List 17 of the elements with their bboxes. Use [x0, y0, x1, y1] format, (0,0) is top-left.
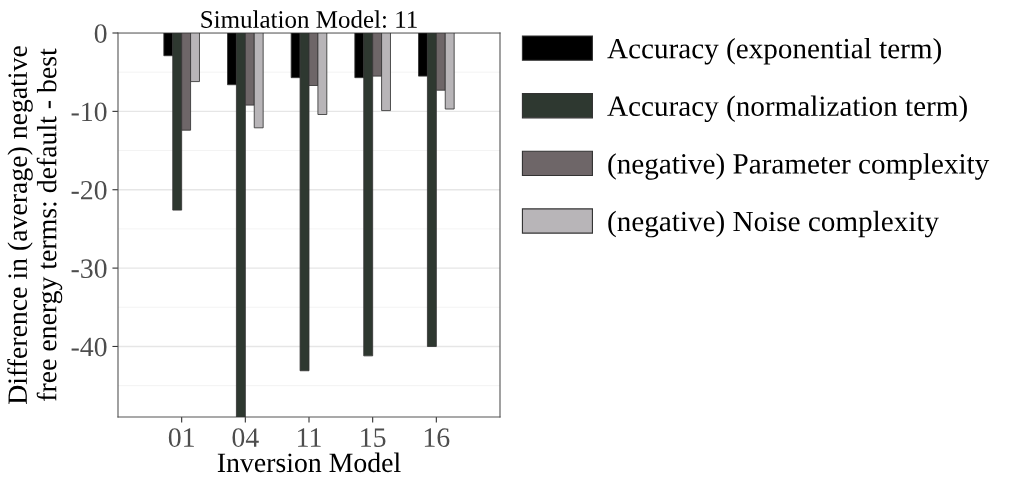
- y-tick-label: -40: [71, 337, 107, 357]
- x-tick-label: 16: [424, 428, 450, 447]
- legend-label: (negative) Parameter complexity: [608, 153, 990, 180]
- y-tick-label: -10: [71, 102, 107, 122]
- x-tick-label: 01: [168, 428, 194, 447]
- y-tick-label: 0: [94, 24, 107, 43]
- x-axis-title: Inversion Model: [217, 452, 401, 473]
- legend-label: (negative) Noise complexity: [608, 210, 939, 238]
- legend-label: Accuracy (normalization term): [607, 95, 967, 123]
- x-tick-label: 04: [232, 428, 259, 447]
- legend-label: Accuracy (exponential term): [607, 37, 941, 65]
- x-tick-label: 15: [361, 428, 386, 447]
- y-tick-label: -30: [71, 259, 107, 279]
- x-tick-label: 11: [298, 428, 321, 447]
- y-axis-title: Difference in (average) negative free energy terms: default - best: [7, 46, 63, 405]
- y-tick-label: -20: [71, 180, 107, 200]
- chart-title: Simulation Model: 11: [201, 10, 417, 29]
